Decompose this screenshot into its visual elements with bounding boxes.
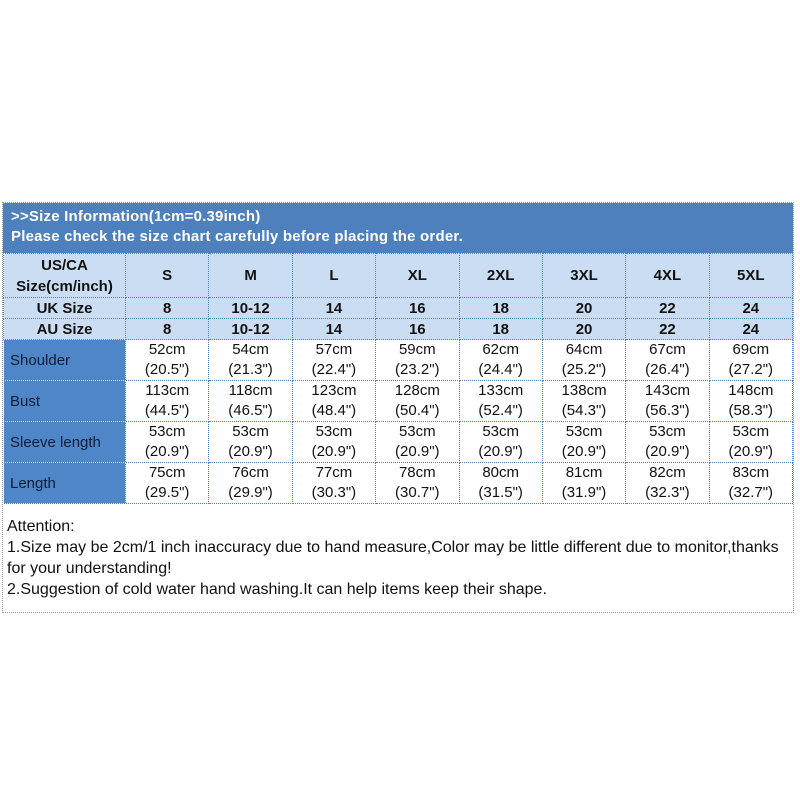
size-cell: 14: [291, 297, 377, 319]
measurement-cell: 67cm (26.4"): [625, 339, 710, 381]
measurement-cell: 81cm (31.9"): [541, 462, 627, 504]
measurement-cell: 75cm (29.5"): [124, 462, 210, 504]
size-cell: 20: [541, 318, 627, 340]
table-row-uk-size: UK Size 8 10-12 14 16 18 20 22 24: [3, 297, 794, 319]
table-header-row: US/CA Size(cm/inch) S M L XL 2XL 3XL 4XL…: [3, 253, 794, 298]
row-label-bust: Bust: [3, 380, 126, 422]
measurement-cell: 53cm (20.9"): [124, 421, 210, 463]
measurement-cell: 52cm (20.5"): [124, 339, 210, 381]
column-header-2xl: 2XL: [458, 253, 543, 298]
column-header-s: S: [124, 253, 210, 298]
column-header-l: L: [291, 253, 377, 298]
measurement-cell: 53cm (20.9"): [458, 421, 543, 463]
measurement-cell: 53cm (20.9"): [208, 421, 293, 463]
size-cell: 10-12: [208, 297, 293, 319]
row-label-sleeve-length: Sleeve length: [3, 421, 126, 463]
size-cell: 16: [375, 318, 460, 340]
table-row-sleeve-length: Sleeve length 53cm (20.9") 53cm (20.9") …: [3, 421, 794, 463]
table-row-au-size: AU Size 8 10-12 14 16 18 20 22 24: [3, 318, 794, 340]
measurement-cell: 143cm (56.3"): [625, 380, 710, 422]
banner: >>Size Information(1cm=0.39inch) Please …: [3, 203, 793, 253]
measurement-cell: 148cm (58.3"): [708, 380, 794, 422]
measurement-cell: 118cm (46.5"): [208, 380, 293, 422]
measurement-cell: 82cm (32.3"): [625, 462, 710, 504]
measurement-cell: 53cm (20.9"): [291, 421, 377, 463]
row-label-shoulder: Shoulder: [3, 339, 126, 381]
size-cell: 20: [541, 297, 627, 319]
measurement-cell: 53cm (20.9"): [375, 421, 460, 463]
measurement-cell: 53cm (20.9"): [541, 421, 627, 463]
column-header-5xl: 5XL: [708, 253, 794, 298]
size-cell: 24: [708, 318, 794, 340]
measurement-cell: 69cm (27.2"): [708, 339, 794, 381]
size-cell: 18: [458, 297, 543, 319]
size-cell: 10-12: [208, 318, 293, 340]
measurement-cell: 59cm (23.2"): [375, 339, 460, 381]
row-label-length: Length: [3, 462, 126, 504]
measurement-cell: 80cm (31.5"): [458, 462, 543, 504]
attention-note-2: 2.Suggestion of cold water hand washing.…: [7, 581, 547, 598]
measurement-cell: 133cm (52.4"): [458, 380, 543, 422]
measurement-cell: 123cm (48.4"): [291, 380, 377, 422]
measurement-cell: 138cm (54.3"): [541, 380, 627, 422]
attention-section: Attention: 1.Size may be 2cm/1 inch inac…: [3, 504, 793, 612]
measurement-cell: 57cm (22.4"): [291, 339, 377, 381]
column-header-m: M: [208, 253, 293, 298]
measurement-cell: 128cm (50.4"): [375, 380, 460, 422]
column-header-4xl: 4XL: [625, 253, 710, 298]
corner-header: US/CA Size(cm/inch): [3, 253, 126, 298]
measurement-cell: 76cm (29.9"): [208, 462, 293, 504]
size-cell: 22: [625, 297, 710, 319]
measurement-cell: 77cm (30.3"): [291, 462, 377, 504]
measurement-cell: 53cm (20.9"): [625, 421, 710, 463]
column-header-xl: XL: [375, 253, 460, 298]
size-chart-panel: >>Size Information(1cm=0.39inch) Please …: [2, 202, 794, 613]
measurement-cell: 54cm (21.3"): [208, 339, 293, 381]
size-cell: 22: [625, 318, 710, 340]
size-cell: 14: [291, 318, 377, 340]
size-table: US/CA Size(cm/inch) S M L XL 2XL 3XL 4XL…: [3, 253, 794, 504]
measurement-cell: 62cm (24.4"): [458, 339, 543, 381]
table-row-bust: Bust 113cm (44.5") 118cm (46.5") 123cm (…: [3, 380, 794, 422]
column-header-3xl: 3XL: [541, 253, 627, 298]
size-cell: 24: [708, 297, 794, 319]
measurement-cell: 78cm (30.7"): [375, 462, 460, 504]
row-label-uk-size: UK Size: [3, 297, 126, 319]
size-cell: 16: [375, 297, 460, 319]
banner-subtitle: Please check the size chart carefully be…: [11, 228, 463, 245]
table-row-length: Length 75cm (29.5") 76cm (29.9") 77cm (3…: [3, 462, 794, 504]
measurement-cell: 113cm (44.5"): [124, 380, 210, 422]
size-cell: 8: [124, 318, 210, 340]
measurement-cell: 53cm (20.9"): [708, 421, 794, 463]
attention-note-1: 1.Size may be 2cm/1 inch inaccuracy due …: [7, 539, 779, 577]
size-cell: 18: [458, 318, 543, 340]
row-label-au-size: AU Size: [3, 318, 126, 340]
attention-heading: Attention:: [7, 518, 75, 535]
measurement-cell: 64cm (25.2"): [541, 339, 627, 381]
measurement-cell: 83cm (32.7"): [708, 462, 794, 504]
table-row-shoulder: Shoulder 52cm (20.5") 54cm (21.3") 57cm …: [3, 339, 794, 381]
banner-title: >>Size Information(1cm=0.39inch): [11, 208, 261, 225]
size-cell: 8: [124, 297, 210, 319]
